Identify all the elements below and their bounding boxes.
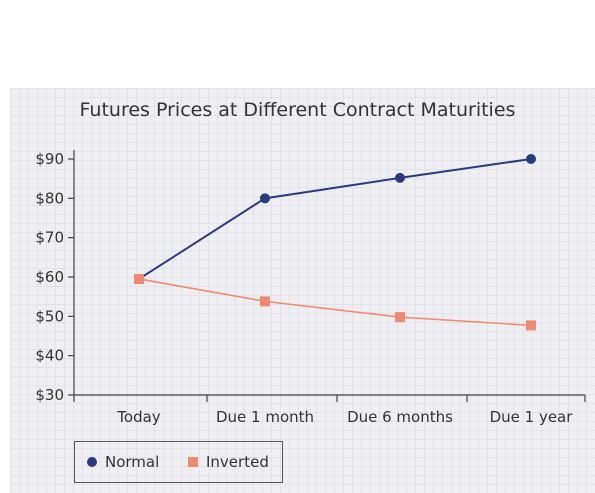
legend-label-normal: Normal [105, 453, 160, 471]
series-layer [134, 154, 536, 331]
x-tick-label: Due 6 months [347, 408, 453, 426]
legend: Normal Inverted [74, 441, 283, 483]
chart-panel [10, 88, 595, 493]
y-tick-label: $60 [35, 268, 64, 286]
axes [68, 150, 586, 402]
tick-labels: $30 $40 $50 $60 $70 $80 $90 Today Due 1 month Due… [35, 150, 573, 426]
legend-item-inverted: Inverted [188, 453, 269, 471]
data-point-inverted [395, 312, 405, 323]
data-point-normal [395, 172, 405, 183]
data-point-inverted [260, 296, 270, 307]
x-tick-label: Today [116, 408, 161, 426]
series-line-normal [138, 158, 532, 280]
chart-title: Futures Prices at Different Contract Mat… [79, 99, 516, 121]
y-tick-label: $70 [35, 229, 64, 247]
y-tick-label: $40 [35, 347, 64, 365]
data-point-normal [526, 154, 536, 164]
y-tick-label: $30 [35, 386, 64, 404]
y-tick-label: $80 [35, 189, 64, 207]
legend-item-normal: Normal [87, 453, 159, 471]
data-point-normal [260, 193, 270, 204]
legend-marker-inverted [188, 457, 198, 467]
y-tick-label: $90 [35, 150, 64, 168]
data-point-inverted [134, 273, 144, 284]
data-point-inverted [526, 320, 536, 331]
legend-label-inverted: Inverted [206, 453, 269, 471]
series-line-inverted [138, 278, 532, 327]
x-tick-label: Due 1 month [216, 408, 314, 426]
y-tick-label: $50 [35, 307, 64, 325]
x-tick-label: Due 1 year [490, 408, 574, 426]
legend-marker-normal [87, 457, 97, 467]
